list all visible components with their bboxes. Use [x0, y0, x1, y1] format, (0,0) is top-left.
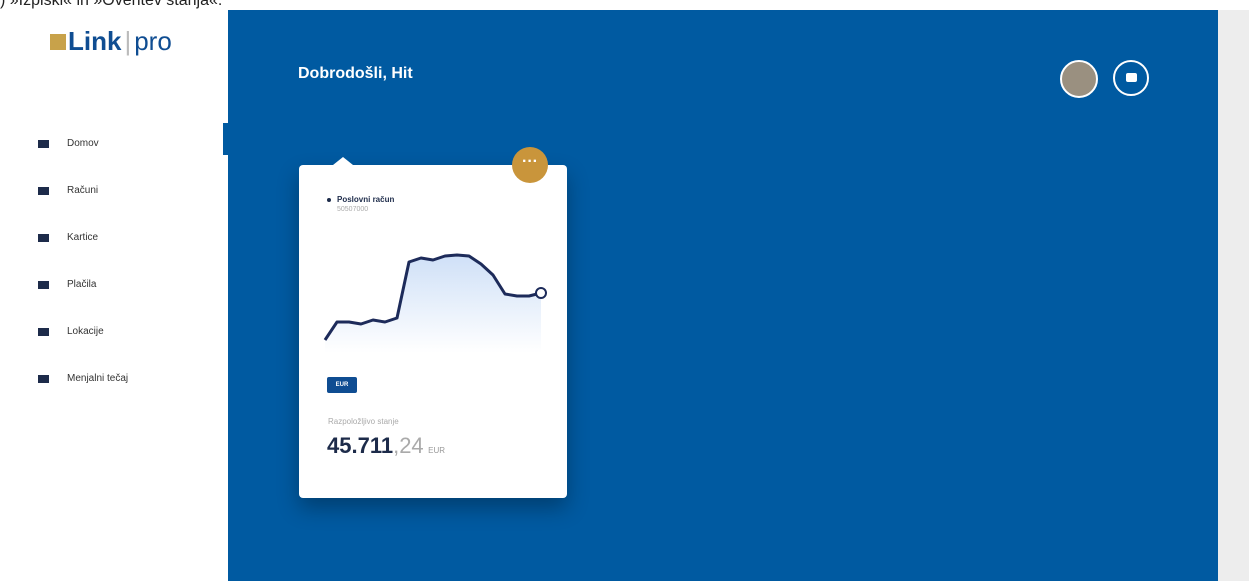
sparkline	[323, 253, 547, 353]
sparkline-area	[325, 255, 541, 353]
nav-label: Kartice	[67, 232, 99, 243]
balance: 45.711,24 EUR	[327, 433, 445, 459]
sidebar: Link | pro Domov Računi Kartice Plačila Lokaci…	[0, 10, 228, 581]
nav-item[interactable]: Kartice	[38, 232, 98, 243]
account-number: 50507000	[337, 206, 369, 213]
nav-icon	[38, 233, 49, 242]
nav-label: Domov	[67, 138, 99, 149]
message-button[interactable]	[1113, 60, 1149, 96]
nav-item[interactable]: Lokacije	[38, 326, 104, 337]
scroll-strip	[1218, 10, 1249, 581]
nav-item[interactable]: Domov	[38, 138, 99, 149]
active-indicator	[223, 123, 228, 155]
nav-label: Menjalni tečaj	[67, 373, 129, 384]
balance-whole: 45.711	[327, 433, 394, 458]
nav-label: Računi	[67, 185, 99, 196]
sparkline-end	[535, 287, 547, 299]
balance-decimals: ,24	[393, 433, 424, 458]
logo-suffix: pro	[134, 26, 172, 56]
nav-label: Lokacije	[67, 326, 104, 337]
nav-icon	[38, 374, 49, 383]
more-button[interactable]: ···	[512, 147, 548, 183]
nav-icon	[38, 186, 49, 195]
nav-item[interactable]: Računi	[38, 185, 98, 196]
nav-label: Plačila	[67, 279, 97, 290]
avatar[interactable]	[1060, 60, 1098, 98]
nav-icon	[38, 327, 49, 336]
account-card[interactable]: ··· Poslovni račun 50507000 EUR Razpolož…	[299, 147, 567, 498]
logo-brand: Link	[68, 26, 122, 56]
nav-icon	[38, 139, 49, 148]
balance-label: Razpoložljivo stanje	[328, 417, 399, 426]
nav-item[interactable]: Menjalni tečaj	[38, 373, 128, 384]
balance-currency: EUR	[428, 446, 446, 455]
welcome-title: Dobrodošli, Hit	[298, 65, 413, 82]
sparkline-line	[323, 253, 542, 341]
currency-badge[interactable]: EUR	[327, 377, 357, 393]
logo: Link | pro	[50, 26, 172, 57]
caption: ) »Izpiski« in »Overitev stanja«.	[0, 0, 223, 9]
nav-icon	[38, 280, 49, 289]
nav-item[interactable]: Plačila	[38, 279, 96, 290]
account-name: Poslovni račun	[337, 195, 395, 204]
card-notch	[309, 157, 353, 165]
bullet	[327, 198, 331, 202]
